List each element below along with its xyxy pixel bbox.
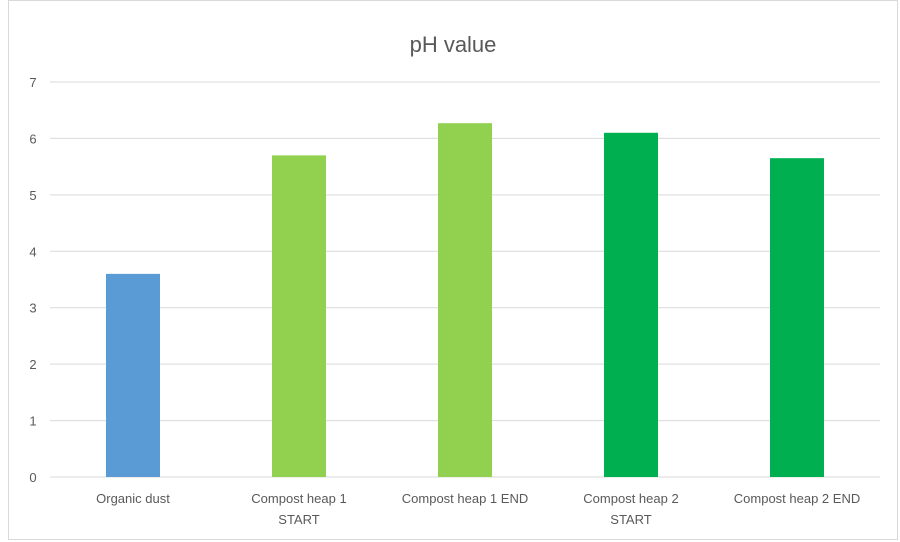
- x-category-label: Compost heap 2 START: [583, 491, 678, 527]
- y-tick-label: 1: [29, 414, 36, 429]
- x-category-label: Compost heap 1 START: [251, 491, 346, 527]
- x-category-label: Organic dust: [96, 491, 170, 506]
- y-tick-label: 7: [29, 75, 36, 90]
- y-tick-label: 2: [29, 357, 36, 372]
- bar-4: [604, 132, 658, 478]
- bars: [106, 123, 824, 478]
- y-tick-label: 3: [29, 301, 36, 316]
- y-tick-label: 0: [29, 470, 36, 485]
- bar-1: [106, 273, 160, 477]
- x-category-label: Compost heap 2 END: [734, 491, 860, 506]
- bar-2: [272, 155, 326, 477]
- bar-5: [770, 158, 824, 477]
- y-axis-ticks: 0 1 2 3 4 5 6 7: [29, 75, 36, 485]
- x-axis-labels: Organic dust Compost heap 1 START Compost h…: [96, 491, 860, 527]
- y-tick-label: 5: [29, 188, 36, 203]
- y-tick-label: 6: [29, 131, 36, 146]
- x-category-label: Compost heap 1 END: [402, 491, 528, 506]
- bar-3: [438, 123, 492, 477]
- chart-title: pH value: [410, 32, 497, 57]
- y-tick-label: 4: [29, 244, 36, 259]
